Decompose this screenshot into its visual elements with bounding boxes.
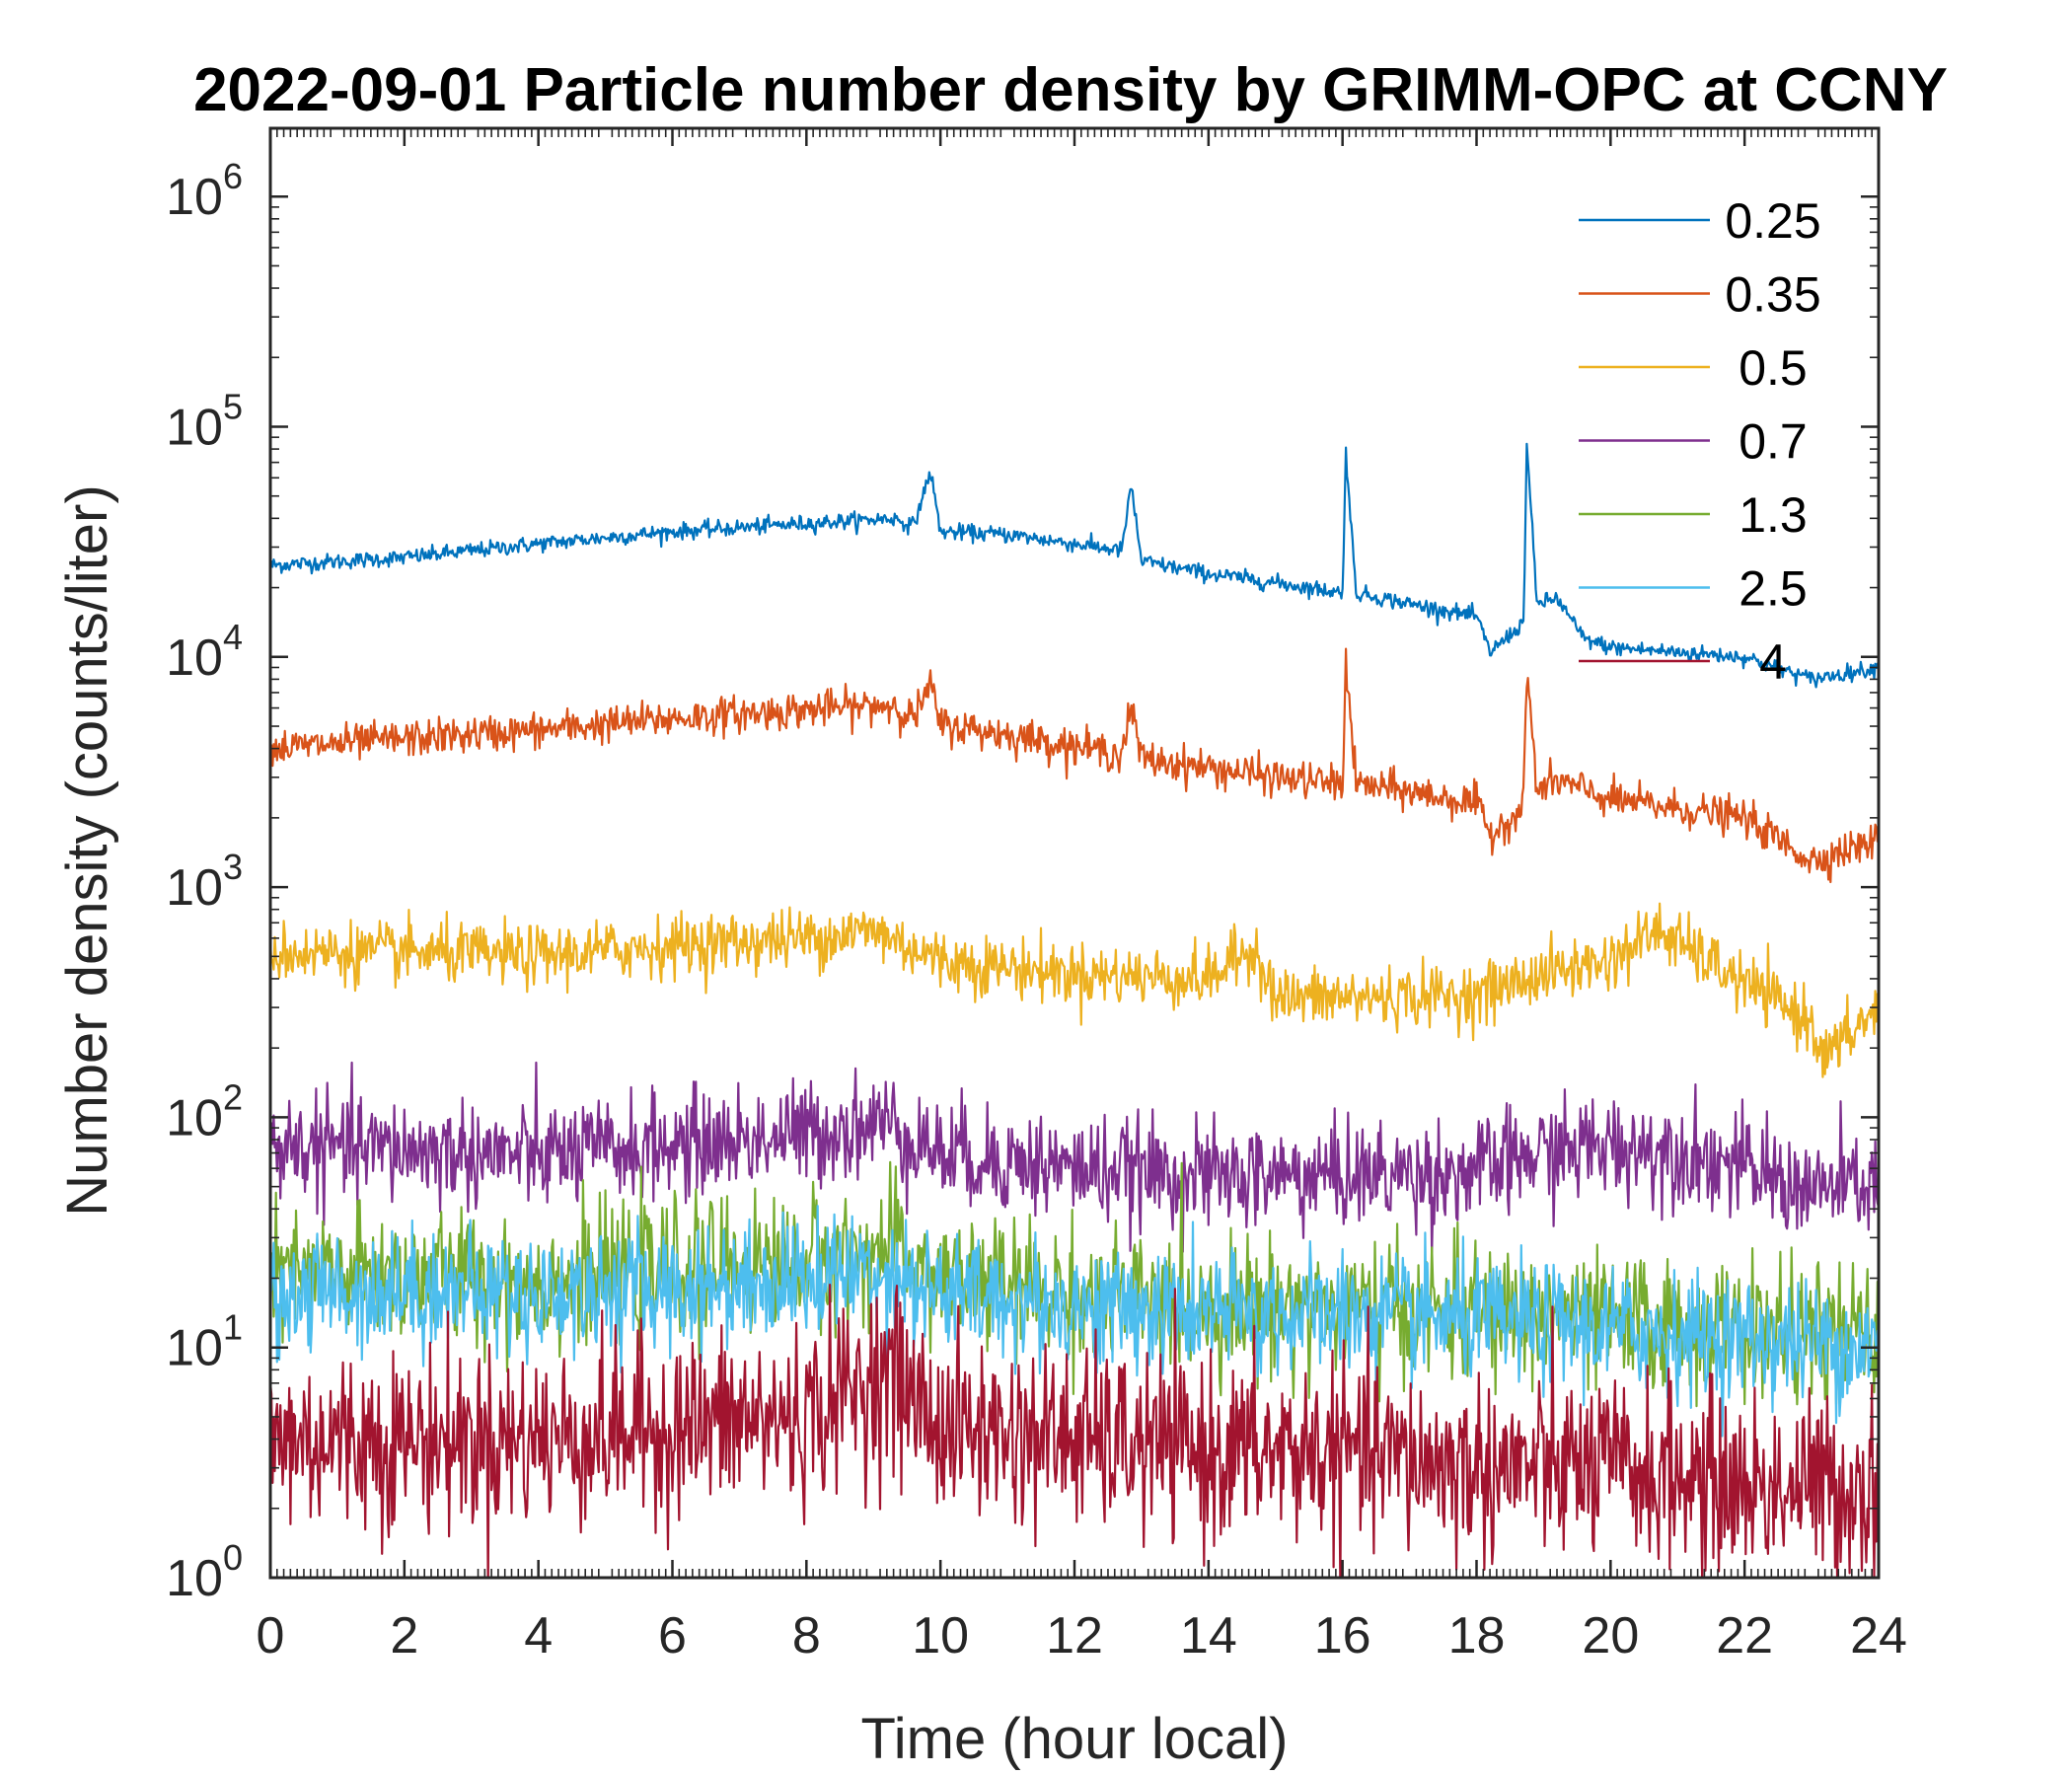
x-axis-label: Time (hour local) [861,1707,1289,1771]
plot-frame [268,126,1881,1580]
series-line-3 [270,1061,1879,1256]
x-tick-label: 2 [390,1607,418,1665]
legend-label-0: 0.25 [1725,193,1820,249]
x-tick-label: 6 [658,1607,687,1665]
y-axis-label: Number density (counts/liter) [55,484,119,1216]
series-line-0 [270,442,1879,689]
legend-label-5: 2.5 [1739,561,1808,617]
y-tick-labels: 100 101 102 103 104 105 106 [166,156,243,1607]
y-tick-label: 104 [166,617,243,687]
x-tick-label: 8 [792,1607,821,1665]
y-tick-label: 102 [166,1076,243,1147]
x-tick-label: 0 [257,1607,285,1665]
x-tick-label: 24 [1850,1607,1907,1665]
x-tick-label: 12 [1046,1607,1103,1665]
legend-label-3: 0.7 [1739,414,1808,470]
series-line-5 [270,1205,1879,1438]
x-tick-label: 18 [1448,1607,1506,1665]
y-tick-label: 100 [166,1537,243,1607]
x-tick-label: 4 [524,1607,553,1665]
y-tick-label: 105 [166,387,243,457]
legend-label-1: 0.35 [1725,267,1820,323]
legend-label-6: 4 [1759,634,1787,690]
y-tick-label: 103 [166,847,243,917]
legend: 0.25 0.35 0.5 0.7 1.3 2.5 4 [1579,193,1821,690]
x-tick-label: 22 [1716,1607,1773,1665]
series-line-2 [270,902,1879,1078]
legend-label-4: 1.3 [1739,487,1808,543]
x-tick-label: 10 [912,1607,969,1665]
legend-label-2: 0.5 [1739,340,1808,396]
y-tick-label: 101 [166,1307,243,1377]
x-tick-label: 16 [1314,1607,1371,1665]
x-tick-label: 20 [1582,1607,1639,1665]
chart-title: 2022-09-01 Particle number density by GR… [193,56,1948,124]
y-tick-label: 106 [166,156,243,226]
series-line-1 [270,647,1879,884]
x-tick-labels: 0 2 4 6 8 10 12 14 16 18 20 22 24 [257,1607,1907,1665]
series-line-6 [270,1284,1879,1578]
series-group [270,442,1879,1578]
x-tick-label: 14 [1180,1607,1237,1665]
